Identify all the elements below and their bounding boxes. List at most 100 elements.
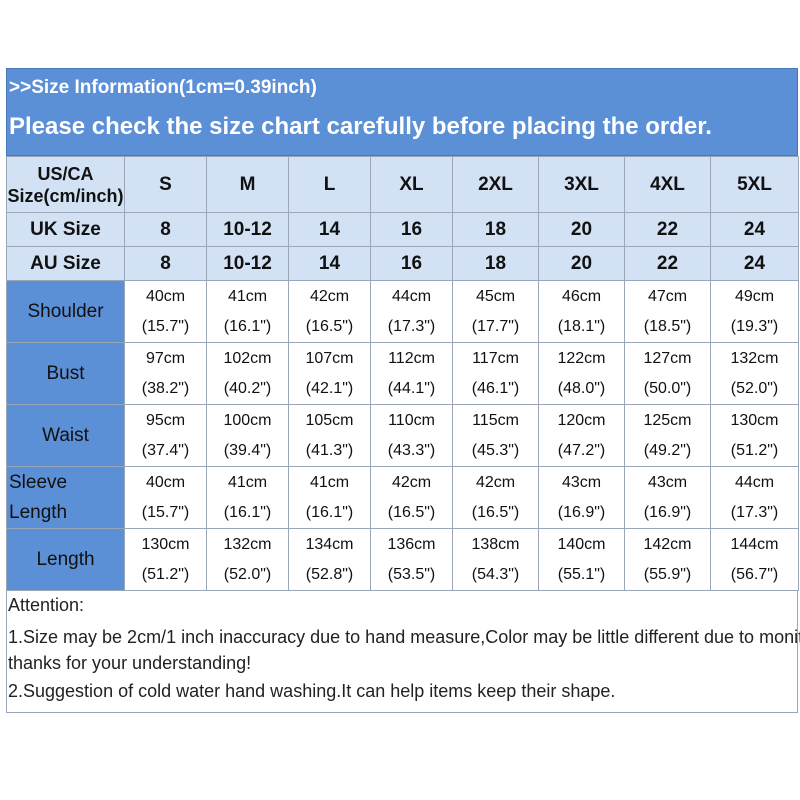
cm-value: 144cm (730, 535, 779, 553)
cm-value: 95cm (145, 411, 186, 429)
inch-value: (49.2") (643, 441, 692, 459)
measurement-cell: 43cm (16.9") (624, 466, 711, 529)
inch-value: (16.5") (471, 503, 520, 521)
measurement-cell: 144cm (56.7") (710, 528, 799, 591)
au-size-cell: 20 (538, 246, 625, 281)
cm-value: 110cm (388, 411, 435, 429)
inch-value: (52.0") (730, 379, 779, 397)
measurement-cell: 115cm (45.3") (452, 404, 539, 467)
measurement-cell: 117cm (46.1") (452, 342, 539, 405)
au-size-label: AU Size (6, 246, 125, 281)
inch-value: (46.1") (471, 379, 520, 397)
size-header-cell: XL (370, 156, 453, 213)
au-size-cell: 16 (370, 246, 453, 281)
cm-value: 40cm (145, 287, 186, 305)
cm-value: 140cm (557, 535, 606, 553)
measurement-cell: 41cm (16.1") (288, 466, 371, 529)
uk-size-cell: 18 (452, 212, 539, 247)
cm-value: 44cm (734, 473, 775, 491)
measurement-cell: 43cm (16.9") (538, 466, 625, 529)
size-header-cell: M (206, 156, 289, 213)
order-notice: Please check the size chart carefully be… (9, 113, 712, 140)
measurement-cell: 100cm (39.4") (206, 404, 289, 467)
inch-value: (17.3") (387, 317, 436, 335)
measurement-label: Bust (6, 342, 125, 405)
cm-value: 45cm (475, 287, 516, 305)
measurement-label: Shoulder (6, 280, 125, 343)
measurement-cell: 130cm (51.2") (124, 528, 207, 591)
measurement-cell: 40cm (15.7") (124, 466, 207, 529)
uk-size-cell: 10-12 (206, 212, 289, 247)
measurement-cell: 138cm (54.3") (452, 528, 539, 591)
inch-value: (19.3") (730, 317, 779, 335)
measurement-cell: 42cm (16.5") (370, 466, 453, 529)
measurement-cell: 127cm (50.0") (624, 342, 711, 405)
cm-value: 132cm (730, 349, 779, 367)
measurement-cell: 125cm (49.2") (624, 404, 711, 467)
cm-value: 46cm (561, 287, 602, 305)
uk-size-label: UK Size (6, 212, 125, 247)
cm-value: 43cm (561, 473, 602, 491)
measurement-cell: 47cm (18.5") (624, 280, 711, 343)
measurement-cell: 132cm (52.0") (710, 342, 799, 405)
size-header-cell: 5XL (710, 156, 799, 213)
cm-value: 105cm (305, 411, 354, 429)
measurement-cell: 41cm (16.1") (206, 466, 289, 529)
measurement-cell: 110cm (43.3") (370, 404, 453, 467)
measurement-cell: 42cm (16.5") (288, 280, 371, 343)
measurement-cell: 41cm (16.1") (206, 280, 289, 343)
measurement-cell: 140cm (55.1") (538, 528, 625, 591)
inch-value: (17.3") (730, 503, 779, 521)
measurement-row: Waist 95cm (37.4") 100cm (39.4") 105cm (41.3")… (6, 404, 799, 467)
measurement-row: Bust 97cm (38.2") 102cm (40.2") 107cm (42.1") 1… (6, 342, 799, 405)
cm-value: 112cm (388, 349, 435, 367)
inch-value: (16.5") (387, 503, 436, 521)
cm-value: 40cm (145, 473, 186, 491)
cm-value: 43cm (647, 473, 688, 491)
size-info-banner: >>Size Information(1cm=0.39inch) Please … (6, 68, 798, 156)
size-header-cell: 4XL (624, 156, 711, 213)
measurement-cell: 136cm (53.5") (370, 528, 453, 591)
inch-value: (52.8") (305, 565, 354, 583)
cm-value: 49cm (734, 287, 775, 305)
inch-value: (44.1") (387, 379, 436, 397)
measurement-cell: 44cm (17.3") (370, 280, 453, 343)
cm-value: 136cm (387, 535, 436, 553)
cm-value: 100cm (223, 411, 272, 429)
cm-value: 41cm (309, 473, 350, 491)
header-row: US/CA Size(cm/inch) S M L XL 2XL 3XL 4XL 5XL (6, 156, 799, 213)
inch-value: (39.4") (223, 441, 272, 459)
measurement-cell: 44cm (17.3") (710, 466, 799, 529)
measurement-cell: 40cm (15.7") (124, 280, 207, 343)
size-header-cell: 3XL (538, 156, 625, 213)
cm-value: 134cm (305, 535, 354, 553)
inch-value: (43.3") (387, 441, 436, 459)
inch-value: (55.1") (557, 565, 606, 583)
measurement-label: Waist (6, 404, 125, 467)
au-size-cell: 24 (710, 246, 799, 281)
inch-value: (18.1") (557, 317, 606, 335)
measurement-cell: 142cm (55.9") (624, 528, 711, 591)
inch-value: (51.2") (730, 441, 779, 459)
note-line-3: 2.Suggestion of cold water hand washing.… (8, 681, 616, 701)
cm-value: 47cm (647, 287, 688, 305)
measurement-row: Length 130cm (51.2") 132cm (52.0") 134cm (52.8… (6, 528, 799, 591)
inch-value: (47.2") (557, 441, 606, 459)
cm-value: 42cm (475, 473, 516, 491)
measurement-row: Shoulder 40cm (15.7") 41cm (16.1") 42cm (16.5"… (6, 280, 799, 343)
measurement-cell: 112cm (44.1") (370, 342, 453, 405)
inch-value: (15.7") (141, 503, 190, 521)
au-size-row: AU Size 8 10-12 14 16 18 20 22 24 (6, 246, 799, 281)
size-info-title: >>Size Information(1cm=0.39inch) (9, 77, 317, 98)
measurement-cell: 122cm (48.0") (538, 342, 625, 405)
cm-value: 142cm (643, 535, 692, 553)
cm-value: 122cm (557, 349, 606, 367)
uk-size-cell: 14 (288, 212, 371, 247)
cm-value: 97cm (145, 349, 186, 367)
measurement-cell: 134cm (52.8") (288, 528, 371, 591)
cm-value: 130cm (141, 535, 190, 553)
inch-value: (15.7") (141, 317, 190, 335)
measurement-cell: 102cm (40.2") (206, 342, 289, 405)
cm-value: 102cm (223, 349, 272, 367)
size-header-cell: 2XL (452, 156, 539, 213)
